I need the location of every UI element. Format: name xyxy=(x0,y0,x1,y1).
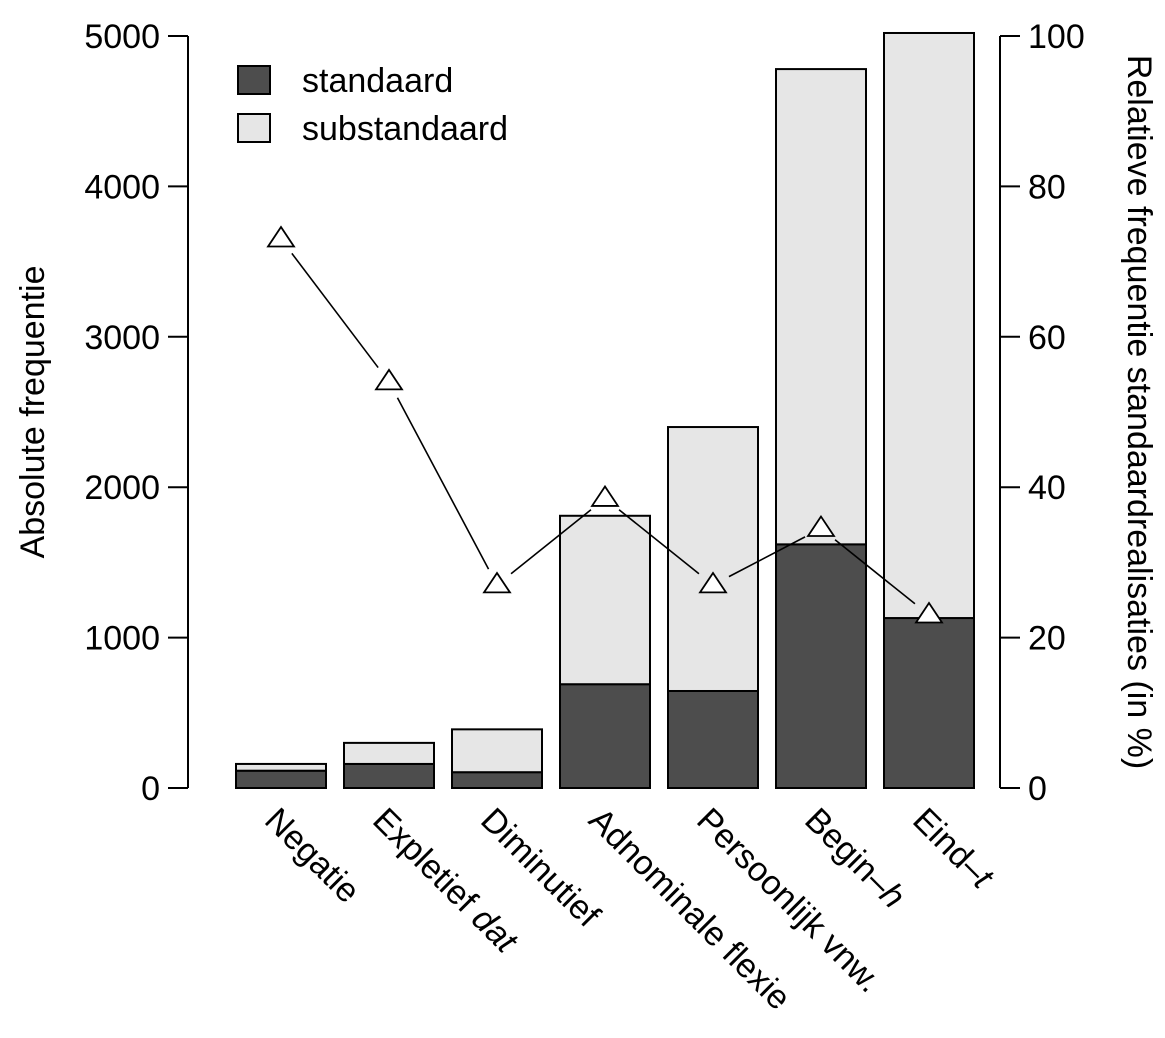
bar-substandaard-6 xyxy=(883,31,975,620)
left-tick-label-3: 3000 xyxy=(84,319,160,357)
bar-substandaard-3 xyxy=(559,514,651,686)
relative-frequency-line-group xyxy=(266,225,944,624)
category-label-4: Persoonlijk vnw. xyxy=(689,801,888,1000)
left-y-axis: 0 1000 2000 3000 4000 5000 xyxy=(84,18,189,808)
bar-substandaard-5 xyxy=(775,68,867,546)
category-label-3: Adnominale flexie xyxy=(581,801,798,1018)
triangle-marker-2 xyxy=(482,571,512,594)
y-axis-left-title: Absolute frequentie xyxy=(14,266,52,559)
bar-standaard-2 xyxy=(451,771,543,790)
bar-standaard-6 xyxy=(883,617,975,789)
right-tick-label-4: 80 xyxy=(1028,168,1066,206)
bar-substandaard-0 xyxy=(235,762,327,772)
left-tick-label-1: 1000 xyxy=(84,620,160,658)
category-label-6: Eind–t xyxy=(905,801,1001,897)
right-tick-label-2: 40 xyxy=(1028,469,1066,507)
triangle-marker-5 xyxy=(806,514,836,537)
bar-standaard-1 xyxy=(343,762,435,789)
line-segment-2 xyxy=(510,509,592,575)
right-y-axis: 0 20 40 60 80 100 xyxy=(999,18,1085,808)
bar-substandaard-1 xyxy=(343,741,435,765)
line-segment-3 xyxy=(618,509,700,575)
line-segment-4 xyxy=(728,536,806,578)
category-label-0: Negatie xyxy=(257,801,367,911)
legend-swatch-0 xyxy=(237,65,271,95)
bars-group xyxy=(235,31,975,790)
triangle-marker-1 xyxy=(374,368,404,391)
bar-substandaard-2 xyxy=(451,728,543,774)
legend-swatch-1 xyxy=(237,113,271,143)
line-segment-1 xyxy=(396,397,490,570)
left-tick-label-2: 2000 xyxy=(84,469,160,507)
triangle-marker-4 xyxy=(698,571,728,594)
right-tick-label-0: 0 xyxy=(1028,770,1047,808)
right-tick-label-3: 60 xyxy=(1028,319,1066,357)
bar-standaard-4 xyxy=(667,689,759,790)
left-tick-label-4: 4000 xyxy=(84,168,160,206)
right-tick-label-1: 20 xyxy=(1028,620,1066,658)
triangle-marker-3 xyxy=(590,484,620,507)
line-segment-5 xyxy=(834,539,916,605)
bar-standaard-3 xyxy=(559,683,651,789)
legend-label-0: standaard xyxy=(302,62,453,100)
bar-standaard-5 xyxy=(775,543,867,789)
triangle-marker-6 xyxy=(914,601,944,624)
right-tick-label-5: 100 xyxy=(1028,18,1085,56)
y-axis-right-title: Relatieve frequentie standaardrealisatie… xyxy=(1120,55,1158,769)
bar-standaard-0 xyxy=(235,769,327,789)
left-tick-label-0: 0 xyxy=(141,770,160,808)
triangle-marker-0 xyxy=(266,225,296,248)
bar-substandaard-4 xyxy=(667,426,759,692)
left-tick-label-5: 5000 xyxy=(84,18,160,56)
legend: standaard substandaard xyxy=(237,62,508,148)
line-segment-0 xyxy=(291,252,379,369)
legend-label-1: substandaard xyxy=(302,110,508,148)
